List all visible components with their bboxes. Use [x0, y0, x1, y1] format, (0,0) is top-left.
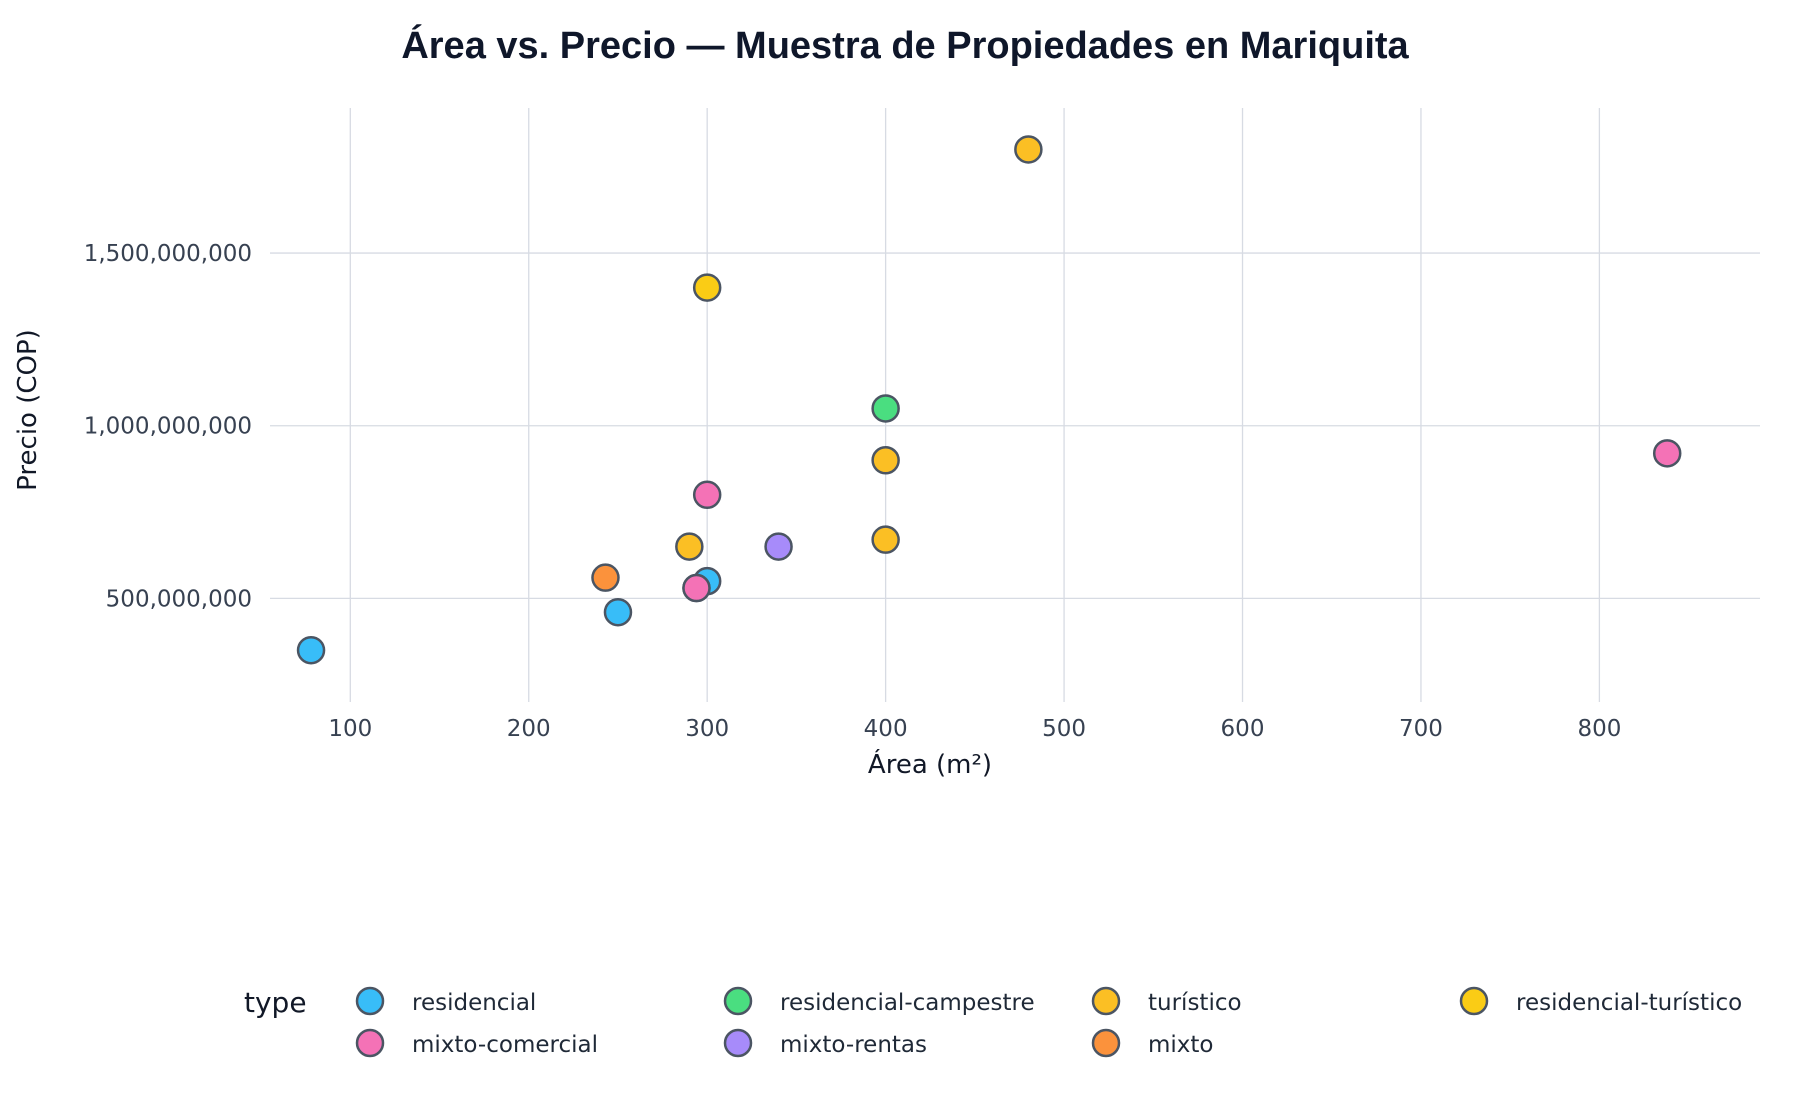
legend-marker-turístico: [1091, 986, 1121, 1016]
legend-marker-mixto-comercial: [355, 1028, 385, 1058]
y-tick-label: 1,000,000,000: [84, 414, 252, 440]
data-point-mixto: [591, 563, 620, 592]
y-tick-label: 500,000,000: [106, 586, 252, 612]
legend: type residencial residencial-campestre tur…: [244, 986, 1742, 1058]
legend-marker-mixto: [1091, 1028, 1121, 1058]
legend-label-mixto: mixto: [1148, 1032, 1214, 1058]
data-point-mixto-rentas: [764, 532, 793, 561]
x-tick-label: 100: [328, 716, 372, 742]
legend-label-mixto-comercial: mixto-comercial: [412, 1032, 598, 1058]
data-point-mixto-comercial: [682, 573, 711, 603]
x-axis-label: Área (m²): [868, 748, 992, 780]
legend-marker-residencial-turístico: [1459, 986, 1489, 1016]
legend-label-residencial-turístico: residencial-turístico: [1516, 990, 1742, 1016]
data-point-residencial: [296, 635, 326, 665]
y-tick-label: 1,500,000,000: [84, 241, 252, 267]
data-point-mixto-comercial: [692, 480, 722, 510]
legend-label-mixto-rentas: mixto-rentas: [780, 1032, 927, 1058]
data-point-turístico: [1014, 135, 1043, 164]
x-axis-ticks: 100 200 300 400 500 600 700 800: [328, 716, 1621, 742]
data-point-turístico: [871, 446, 900, 475]
legend-label-residencial-campestre: residencial-campestre: [780, 990, 1035, 1016]
data-point-mixto-comercial: [1652, 439, 1682, 468]
data-point-residencial: [603, 597, 633, 627]
legend-marker-residencial-campestre: [723, 986, 753, 1016]
x-tick-label: 500: [1042, 716, 1086, 742]
chart-title: Área vs. Precio — Muestra de Propiedades…: [401, 23, 1409, 67]
legend-label-turístico: turístico: [1148, 990, 1242, 1016]
legend-title: type: [244, 986, 307, 1019]
data-points: [296, 135, 1682, 665]
y-axis-ticks: 500,000,000 1,000,000,000 1,500,000,000: [84, 241, 252, 612]
x-tick-label: 700: [1399, 716, 1443, 742]
legend-label-residencial: residencial: [412, 990, 536, 1016]
grid-lines: [270, 108, 1760, 702]
x-tick-label: 200: [507, 716, 551, 742]
legend-marker-residencial: [355, 986, 385, 1016]
x-tick-label: 600: [1221, 716, 1265, 742]
legend-marker-mixto-rentas: [723, 1028, 753, 1058]
data-point-residencial-campestre: [871, 394, 900, 423]
y-axis-label: Precio (COP): [13, 329, 43, 491]
data-point-turístico: [675, 532, 704, 561]
x-tick-label: 400: [864, 716, 908, 742]
legend-items: residencial residencial-campestre turístic…: [355, 986, 1742, 1058]
x-tick-label: 800: [1577, 716, 1621, 742]
x-tick-label: 300: [685, 716, 729, 742]
data-point-turístico: [871, 525, 900, 554]
data-point-residencial-turístico: [692, 273, 722, 302]
